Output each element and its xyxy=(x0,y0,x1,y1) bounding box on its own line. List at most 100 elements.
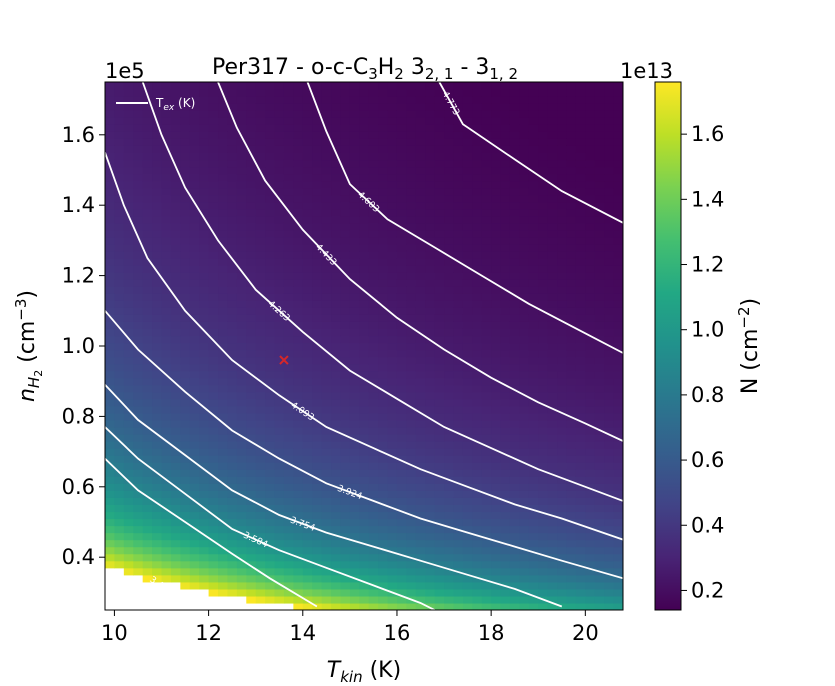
heatmap-cell xyxy=(594,455,605,463)
heatmap-cell xyxy=(123,349,134,358)
heatmap-cell xyxy=(406,384,417,393)
heatmap-cell xyxy=(170,229,181,238)
heatmap-cell xyxy=(142,194,153,203)
heatmap-cell xyxy=(293,539,304,548)
heatmap-cell xyxy=(142,250,153,259)
heatmap-cell xyxy=(105,335,116,344)
heatmap-cell xyxy=(594,412,605,421)
heatmap-cell xyxy=(500,110,511,118)
heatmap-cell xyxy=(453,476,464,484)
heatmap-cell xyxy=(312,243,323,252)
heatmap-cell xyxy=(491,553,502,562)
heatmap-cell xyxy=(378,391,389,400)
heatmap-cell xyxy=(378,187,389,196)
heatmap-cell xyxy=(349,377,360,386)
heatmap-cell xyxy=(123,258,134,266)
heatmap-cell xyxy=(227,546,238,555)
heatmap-cell xyxy=(453,581,464,590)
heatmap-cell xyxy=(312,574,323,583)
heatmap-cell xyxy=(152,194,163,203)
heatmap-cell xyxy=(133,476,144,484)
heatmap-cell xyxy=(105,300,116,308)
heatmap-cell xyxy=(434,152,445,161)
heatmap-cell xyxy=(594,377,605,386)
heatmap-cell xyxy=(396,504,407,513)
heatmap-cell xyxy=(396,293,407,301)
heatmap-cell xyxy=(406,243,417,252)
heatmap-cell xyxy=(528,532,539,541)
heatmap-cell xyxy=(312,222,323,231)
heatmap-cell xyxy=(491,539,502,548)
heatmap-cell xyxy=(161,131,172,139)
heatmap-cell xyxy=(321,595,332,604)
heatmap-cell xyxy=(208,279,219,287)
heatmap-cell xyxy=(472,356,483,365)
heatmap-cell xyxy=(585,419,596,428)
heatmap-cell xyxy=(293,370,304,379)
heatmap-cell xyxy=(472,159,483,168)
heatmap-cell xyxy=(415,441,426,449)
heatmap-cell xyxy=(444,314,455,322)
heatmap-cell xyxy=(604,518,615,527)
heatmap-cell xyxy=(594,539,605,548)
heatmap-cell xyxy=(321,215,332,224)
colorbar-offset-text: 1e13 xyxy=(620,59,673,83)
heatmap-cell xyxy=(519,405,530,414)
heatmap-cell xyxy=(312,434,323,442)
heatmap-cell xyxy=(594,110,605,118)
heatmap-cell xyxy=(575,426,586,435)
heatmap-cell xyxy=(105,215,116,224)
heatmap-cell xyxy=(378,82,389,90)
heatmap-cell xyxy=(321,89,332,97)
heatmap-cell xyxy=(378,300,389,308)
heatmap-cell xyxy=(293,321,304,329)
heatmap-cell xyxy=(396,152,407,161)
heatmap-cell xyxy=(472,462,483,470)
heatmap-cell xyxy=(528,265,539,273)
heatmap-cell xyxy=(274,258,285,266)
heatmap-cell xyxy=(462,293,473,301)
heatmap-cell xyxy=(519,370,530,379)
heatmap-cell xyxy=(575,490,586,498)
heatmap-cell xyxy=(538,546,549,555)
heatmap-cell xyxy=(585,286,596,294)
heatmap-cell xyxy=(180,434,191,442)
heatmap-cell xyxy=(406,96,417,104)
heatmap-cell xyxy=(359,243,370,252)
heatmap-cell xyxy=(509,215,520,224)
heatmap-cell xyxy=(208,222,219,231)
heatmap-cell xyxy=(170,567,181,576)
heatmap-cell xyxy=(274,553,285,562)
heatmap-cell xyxy=(180,335,191,344)
heatmap-cell xyxy=(594,89,605,97)
heatmap-cell xyxy=(387,236,398,245)
heatmap-cell xyxy=(218,286,229,294)
heatmap-cell xyxy=(566,426,577,435)
heatmap-cell xyxy=(359,229,370,238)
heatmap-cell xyxy=(368,124,379,132)
heatmap-cell xyxy=(331,117,342,125)
heatmap-cell xyxy=(528,419,539,428)
heatmap-cell xyxy=(585,131,596,139)
heatmap-cell xyxy=(613,342,623,351)
heatmap-cell xyxy=(509,138,520,146)
heatmap-cell xyxy=(547,300,558,308)
heatmap-cell xyxy=(312,412,323,421)
heatmap-cell xyxy=(189,173,200,182)
heatmap-cell xyxy=(255,560,266,569)
heatmap-cell xyxy=(161,138,172,146)
heatmap-cell xyxy=(368,236,379,245)
heatmap-cell xyxy=(246,567,257,576)
heatmap-cell xyxy=(547,441,558,449)
heatmap-cell xyxy=(528,363,539,372)
heatmap-cell xyxy=(161,243,172,252)
heatmap-cell xyxy=(161,560,172,569)
heatmap-cell xyxy=(123,110,134,118)
heatmap-cell xyxy=(585,208,596,217)
heatmap-cell xyxy=(481,553,492,562)
heatmap-cell xyxy=(255,124,266,132)
heatmap-cell xyxy=(114,490,125,498)
heatmap-cell xyxy=(378,96,389,104)
heatmap-cell xyxy=(528,124,539,132)
heatmap-cell xyxy=(368,490,379,498)
